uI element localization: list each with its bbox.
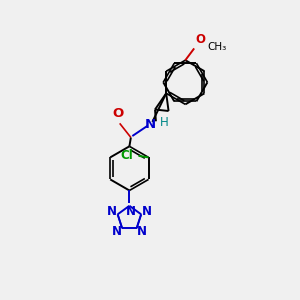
Text: N: N <box>112 225 122 238</box>
Text: N: N <box>137 225 147 238</box>
Text: O: O <box>112 106 123 119</box>
Text: Cl: Cl <box>121 149 133 162</box>
Text: N: N <box>145 118 156 131</box>
Text: N: N <box>107 206 117 218</box>
Text: N: N <box>126 205 136 218</box>
Text: O: O <box>196 33 206 46</box>
Text: N: N <box>142 206 152 218</box>
Text: H: H <box>160 116 169 129</box>
Text: CH₃: CH₃ <box>207 42 227 52</box>
